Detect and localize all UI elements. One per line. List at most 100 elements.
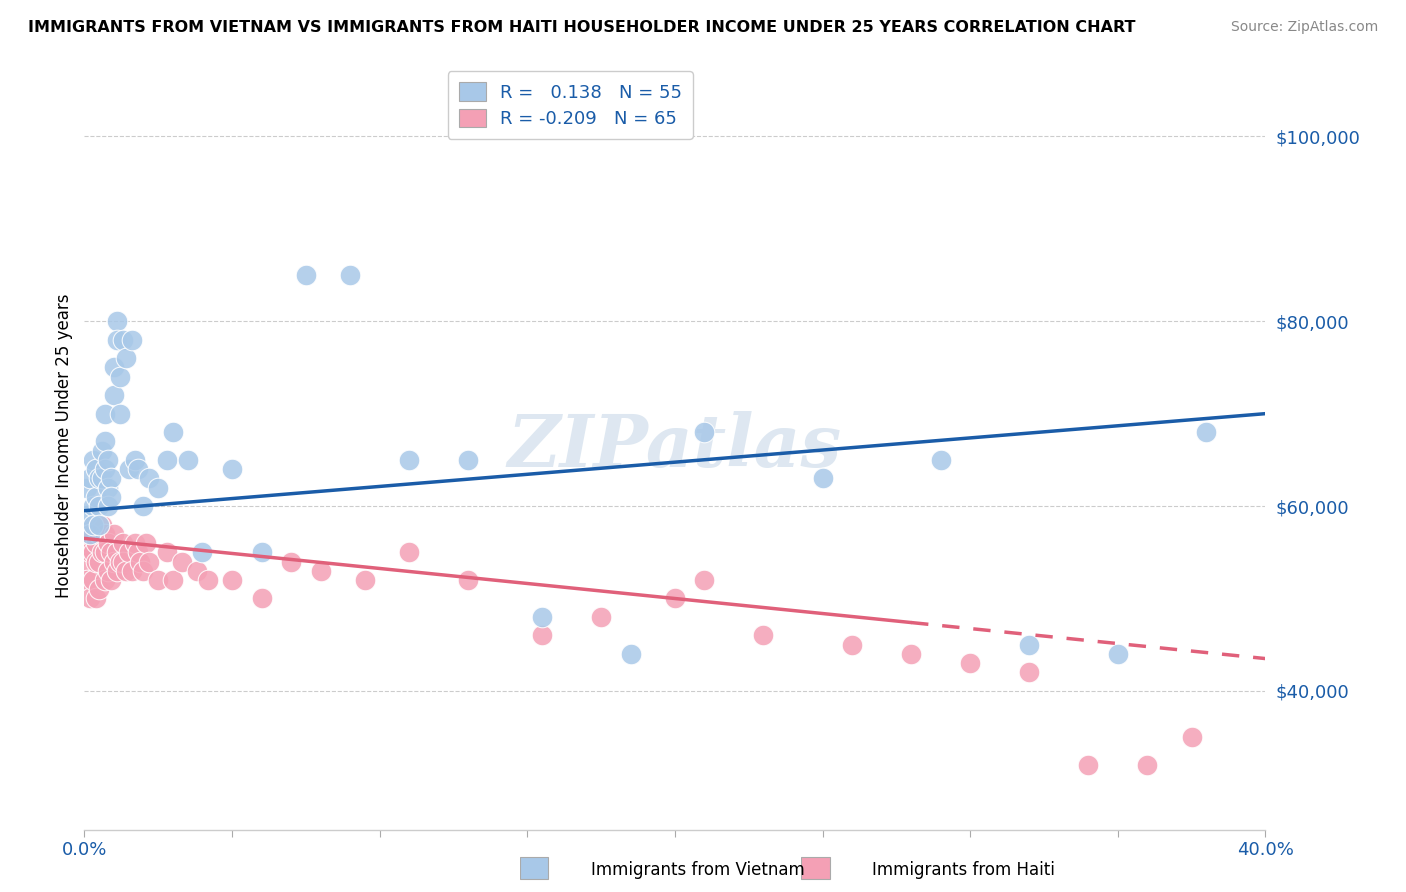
Point: [79, 591, 101, 606]
Point: [84, 490, 107, 504]
Point: [118, 462, 141, 476]
Point: [105, 545, 128, 559]
Point: [841, 638, 863, 652]
Point: [76, 555, 98, 569]
Point: [1077, 757, 1099, 772]
Point: [82, 545, 104, 559]
Point: [135, 536, 157, 550]
Point: [531, 628, 554, 642]
Point: [76, 573, 98, 587]
Point: [129, 555, 152, 569]
Point: [309, 564, 332, 578]
Point: [221, 573, 243, 587]
Point: [1018, 665, 1040, 680]
Point: [148, 573, 170, 587]
Point: [221, 462, 243, 476]
Point: [138, 471, 160, 485]
Point: [1195, 425, 1218, 439]
Point: [121, 564, 143, 578]
Point: [97, 481, 120, 495]
Point: [295, 268, 318, 282]
Point: [103, 555, 125, 569]
Point: [76, 508, 98, 523]
Point: [91, 517, 114, 532]
Point: [132, 564, 155, 578]
Legend: R =   0.138   N = 55, R = -0.209   N = 65: R = 0.138 N = 55, R = -0.209 N = 65: [447, 71, 693, 139]
Point: [170, 555, 193, 569]
Point: [100, 471, 122, 485]
Point: [127, 545, 149, 559]
Point: [457, 453, 479, 467]
Bar: [520, 857, 548, 879]
Point: [87, 526, 111, 541]
Point: [87, 582, 111, 597]
Point: [162, 573, 184, 587]
Point: [114, 564, 136, 578]
Point: [97, 453, 120, 467]
Point: [82, 517, 104, 532]
Point: [108, 407, 131, 421]
Point: [91, 545, 114, 559]
Point: [900, 647, 922, 661]
Point: [84, 536, 107, 550]
Point: [97, 536, 120, 550]
Point: [124, 453, 146, 467]
Point: [82, 453, 104, 467]
Point: [108, 555, 131, 569]
Point: [531, 610, 554, 624]
Point: [197, 573, 219, 587]
Point: [100, 573, 122, 587]
Point: [82, 573, 104, 587]
Point: [1018, 638, 1040, 652]
Point: [1181, 730, 1204, 744]
Point: [94, 462, 117, 476]
Text: Source: ZipAtlas.com: Source: ZipAtlas.com: [1230, 20, 1378, 34]
Point: [79, 545, 101, 559]
Point: [591, 610, 613, 624]
Point: [620, 647, 643, 661]
Point: [111, 536, 134, 550]
Point: [105, 314, 128, 328]
Point: [76, 481, 98, 495]
Point: [79, 526, 101, 541]
Point: [118, 545, 141, 559]
Point: [148, 481, 170, 495]
Point: [693, 425, 716, 439]
Point: [138, 555, 160, 569]
Point: [84, 555, 107, 569]
Point: [87, 517, 111, 532]
Point: [82, 517, 104, 532]
Point: [114, 351, 136, 366]
Point: [177, 453, 200, 467]
Point: [87, 471, 111, 485]
Point: [457, 573, 479, 587]
Point: [398, 453, 420, 467]
Point: [94, 407, 117, 421]
Point: [959, 656, 981, 670]
Text: Immigrants from Vietnam: Immigrants from Vietnam: [591, 861, 804, 879]
Point: [693, 573, 716, 587]
Point: [811, 471, 834, 485]
Point: [111, 555, 134, 569]
Point: [105, 333, 128, 347]
Point: [100, 545, 122, 559]
Point: [76, 536, 98, 550]
Point: [398, 545, 420, 559]
Point: [156, 545, 179, 559]
Text: Immigrants from Haiti: Immigrants from Haiti: [872, 861, 1054, 879]
Point: [94, 526, 117, 541]
Point: [929, 453, 952, 467]
Point: [79, 526, 101, 541]
Point: [121, 333, 143, 347]
Point: [250, 545, 273, 559]
Point: [103, 526, 125, 541]
Point: [87, 555, 111, 569]
Point: [91, 471, 114, 485]
Point: [354, 573, 377, 587]
Point: [94, 434, 117, 449]
Point: [1136, 757, 1159, 772]
Point: [87, 499, 111, 513]
Text: IMMIGRANTS FROM VIETNAM VS IMMIGRANTS FROM HAITI HOUSEHOLDER INCOME UNDER 25 YEA: IMMIGRANTS FROM VIETNAM VS IMMIGRANTS FR…: [28, 20, 1136, 35]
Y-axis label: Householder Income Under 25 years: Householder Income Under 25 years: [55, 293, 73, 599]
Point: [84, 591, 107, 606]
